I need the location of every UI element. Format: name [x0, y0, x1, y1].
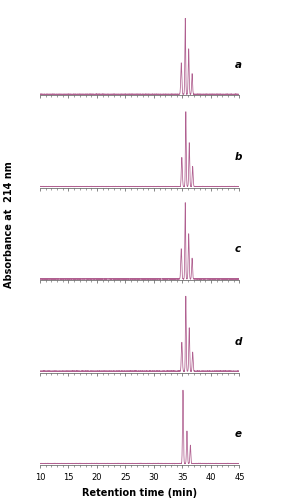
Text: a: a: [235, 60, 242, 70]
Text: c: c: [235, 244, 241, 254]
Text: d: d: [235, 337, 242, 347]
Text: Absorbance at  214 nm: Absorbance at 214 nm: [3, 162, 14, 288]
X-axis label: Retention time (min): Retention time (min): [82, 488, 197, 498]
Text: b: b: [235, 152, 242, 162]
Text: e: e: [235, 429, 242, 439]
